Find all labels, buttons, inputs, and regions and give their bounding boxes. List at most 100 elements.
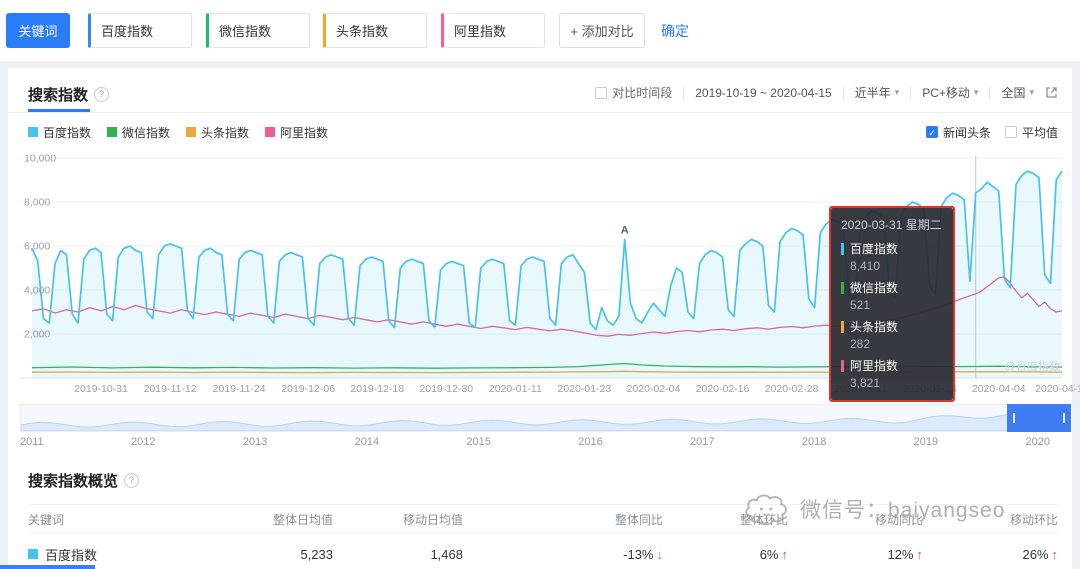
metric-cell: 26% <box>923 547 1058 562</box>
keyword-button[interactable]: 关键词 <box>6 13 70 48</box>
legend-label: 百度指数 <box>43 124 91 141</box>
mobile-daily-avg: 1,468 <box>333 547 463 562</box>
timeline-year: 2012 <box>131 436 155 448</box>
news-toggle[interactable]: 新闻头条 <box>926 124 991 141</box>
svg-text:2019-11-12: 2019-11-12 <box>144 383 197 395</box>
metric-cell: 6% <box>663 547 788 562</box>
svg-text:4,000: 4,000 <box>24 285 50 297</box>
chevron-down-icon <box>974 87 979 98</box>
keyword-input[interactable]: 微信指数 <box>206 13 310 48</box>
timeline-year: 2017 <box>690 436 714 448</box>
legend-item[interactable]: 阿里指数 <box>265 124 328 141</box>
overall-daily-avg: 5,233 <box>218 547 333 562</box>
svg-text:2019-12-18: 2019-12-18 <box>350 383 404 395</box>
keyword-input[interactable]: 阿里指数 <box>441 13 545 48</box>
date-range-label: 2019-10-19 ~ 2020-04-15 <box>695 86 831 100</box>
column-header: 整体环比 <box>663 511 788 528</box>
keyword-input[interactable]: 头条指数 <box>323 13 427 48</box>
timeline-year: 2013 <box>243 436 267 448</box>
column-header: 移动同比 <box>788 511 923 528</box>
tooltip-item: 头条指数282 <box>841 318 943 351</box>
legend-item[interactable]: 头条指数 <box>186 124 249 141</box>
legend-label: 阿里指数 <box>280 124 328 141</box>
svg-text:2020-01-11: 2020-01-11 <box>489 383 542 395</box>
search-index-panel: 搜索指数 对比时间段 2019-10-19 ~ 2020-04-15 近半年 P… <box>8 68 1072 569</box>
chart-toggles: 新闻头条 平均值 <box>926 124 1058 141</box>
timeline-slider[interactable] <box>20 404 1064 432</box>
svg-text:2020-01-23: 2020-01-23 <box>558 383 612 395</box>
date-range[interactable]: 2019-10-19 ~ 2020-04-15 <box>695 86 831 100</box>
timeline-year: 2011 <box>20 436 44 448</box>
separator <box>989 87 990 99</box>
legend-swatch <box>28 127 38 137</box>
column-header: 整体日均值 <box>218 511 333 528</box>
region-select[interactable]: 全国 <box>1001 84 1034 101</box>
device-value: PC+移动 <box>922 84 970 101</box>
series-swatch <box>28 549 38 559</box>
column-header: 关键词 <box>28 511 218 528</box>
help-icon[interactable] <box>94 87 109 102</box>
row-keyword: 百度指数 <box>28 545 218 564</box>
svg-text:2020-04-15: 2020-04-15 <box>1035 383 1080 395</box>
time-range-value: 近半年 <box>855 84 891 101</box>
overview-table-header: 关键词整体日均值移动日均值整体同比整体环比移动同比移动环比 <box>28 504 1058 533</box>
legend-item[interactable]: 微信指数 <box>107 124 170 141</box>
timeline-year: 2019 <box>914 436 938 448</box>
external-link-icon[interactable] <box>1045 86 1058 99</box>
page: 关键词 百度指数微信指数头条指数阿里指数 + 添加对比 确定 搜索指数 对比时间… <box>0 0 1080 569</box>
column-header: 整体同比 <box>463 511 663 528</box>
checkbox-checked-icon <box>926 126 938 138</box>
overview-section-title: 搜索指数概览 <box>28 470 139 491</box>
svg-text:2019-10-31: 2019-10-31 <box>74 383 128 395</box>
add-compare-button[interactable]: + 添加对比 <box>559 13 645 48</box>
table-row: 百度指数5,2331,468-13%6%12%26% <box>28 532 1058 569</box>
tooltip-items: 百度指数8,410 微信指数521 头条指数282 阿里指数3,821 <box>841 240 943 390</box>
svg-text:2020-02-16: 2020-02-16 <box>696 383 750 395</box>
bottom-partial-element <box>0 565 95 569</box>
svg-text:A: A <box>621 224 629 236</box>
keyword-input[interactable]: 百度指数 <box>88 13 192 48</box>
header-controls: 对比时间段 2019-10-19 ~ 2020-04-15 近半年 PC+移动 … <box>595 84 1058 101</box>
column-header: 移动环比 <box>923 511 1058 528</box>
legend-item[interactable]: 百度指数 <box>28 124 91 141</box>
column-header: 移动日均值 <box>333 511 463 528</box>
separator <box>683 87 684 99</box>
legend-row: 百度指数 微信指数头条指数 阿里指数 新闻头条 平均值 <box>28 122 1058 142</box>
svg-text:2020-04-04: 2020-04-04 <box>972 383 1026 395</box>
time-range-select[interactable]: 近半年 <box>855 84 900 101</box>
device-select[interactable]: PC+移动 <box>922 84 978 101</box>
checkbox-icon <box>595 87 607 99</box>
tooltip-item: 百度指数8,410 <box>841 240 943 273</box>
svg-text:2020-02-04: 2020-02-04 <box>627 383 681 395</box>
svg-text:2019-12-30: 2019-12-30 <box>419 383 473 395</box>
confirm-link[interactable]: 确定 <box>661 21 689 41</box>
tab-search-index[interactable]: 搜索指数 <box>28 80 109 108</box>
average-toggle[interactable]: 平均值 <box>1005 124 1058 141</box>
trend-chart[interactable]: A 2,000 4,000 6,000 8,000 10,000 2019-10-31 201… <box>16 150 1064 398</box>
svg-text:6,000: 6,000 <box>24 241 50 253</box>
chevron-down-icon <box>1029 87 1034 98</box>
legend-label: 微信指数 <box>122 124 170 141</box>
svg-text:8,000: 8,000 <box>24 197 50 209</box>
chevron-down-icon <box>895 87 900 98</box>
compare-period-checkbox[interactable]: 对比时间段 <box>595 84 672 101</box>
separator <box>910 87 911 99</box>
metric-cell: 12% <box>788 547 923 562</box>
chart-tooltip: 2020-03-31 星期二 百度指数8,410 微信指数521 头条指数282 阿里… <box>831 208 953 400</box>
svg-text:2,000: 2,000 <box>24 329 50 341</box>
timeline-selection[interactable] <box>1007 404 1071 432</box>
separator <box>843 87 844 99</box>
overview-title-text: 搜索指数概览 <box>28 470 118 491</box>
timeline-thumbnail <box>21 405 1063 431</box>
arrow-up-icon <box>1052 547 1059 562</box>
timeline-year: 2014 <box>355 436 379 448</box>
region-value: 全国 <box>1001 84 1025 101</box>
average-toggle-label: 平均值 <box>1022 124 1058 141</box>
tooltip-item: 微信指数521 <box>841 279 943 312</box>
svg-text:2019-12-06: 2019-12-06 <box>281 383 335 395</box>
help-icon[interactable] <box>124 473 139 488</box>
tooltip-date: 2020-03-31 星期二 <box>841 216 943 233</box>
tooltip-item: 阿里指数3,821 <box>841 357 943 390</box>
chart-legend-items: 百度指数 微信指数头条指数 阿里指数 <box>28 124 344 141</box>
svg-text:10,000: 10,000 <box>24 153 56 165</box>
